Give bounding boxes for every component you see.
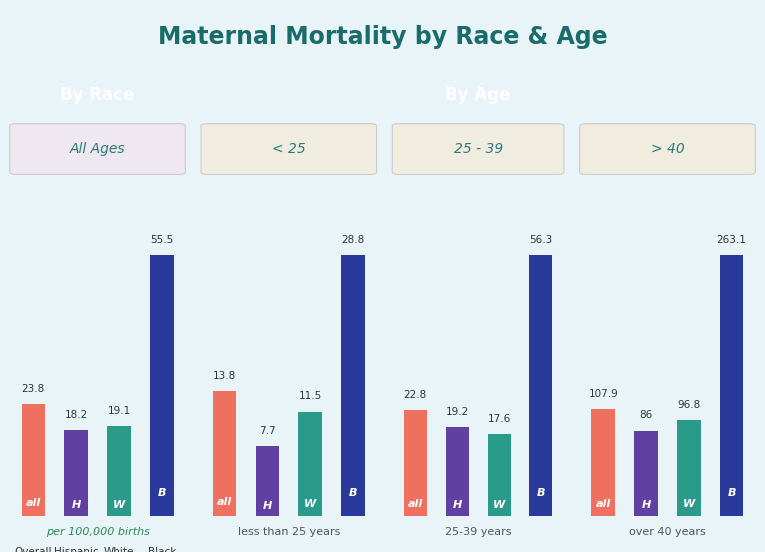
Text: > 40: > 40 [650,142,685,156]
Text: By Age: By Age [445,86,511,104]
Text: 107.9: 107.9 [588,389,618,399]
Text: 18.2: 18.2 [64,410,88,420]
Text: 23.8: 23.8 [21,384,45,394]
Text: 28.8: 28.8 [341,235,365,245]
Text: All Ages: All Ages [70,142,125,156]
Text: White: White [104,548,134,552]
Text: H: H [71,500,81,510]
Bar [21,404,45,516]
Bar [487,434,510,516]
Bar [213,391,236,516]
Text: 19.2: 19.2 [445,407,469,417]
Text: 17.6: 17.6 [487,414,511,424]
Text: 56.3: 56.3 [529,235,552,245]
Text: 263.1: 263.1 [717,235,747,245]
Bar [298,412,322,516]
Text: 7.7: 7.7 [259,426,275,436]
Text: all: all [408,498,423,509]
Text: H: H [641,500,651,510]
Text: W: W [493,501,505,511]
FancyBboxPatch shape [201,124,376,174]
Bar [591,409,615,516]
Bar [677,420,701,516]
Text: Maternal Mortality by Race & Age: Maternal Mortality by Race & Age [158,25,607,49]
Text: B: B [158,488,166,498]
Text: Hispanic: Hispanic [54,548,99,552]
Text: W: W [304,499,316,509]
Text: 22.8: 22.8 [404,390,427,400]
FancyBboxPatch shape [10,124,185,174]
Bar [720,255,744,516]
Text: all: all [217,497,233,507]
Text: B: B [537,488,545,498]
Text: 19.1: 19.1 [107,406,131,416]
Bar [107,426,131,516]
Text: over 40 years: over 40 years [629,527,706,537]
Text: H: H [262,501,272,511]
Text: less than 25 years: less than 25 years [238,527,340,537]
FancyBboxPatch shape [392,124,564,174]
Text: B: B [728,488,736,498]
Text: H: H [453,500,462,510]
Text: all: all [26,498,41,508]
Bar [634,431,658,516]
Text: B: B [349,488,357,498]
Bar [150,255,174,516]
Text: 96.8: 96.8 [677,400,701,410]
Bar [529,255,552,516]
Text: W: W [112,500,125,510]
Text: all: all [596,498,611,508]
Text: 11.5: 11.5 [298,391,322,401]
Bar [256,447,279,516]
Text: Overall: Overall [15,548,52,552]
Text: per 100,000 births: per 100,000 births [46,527,149,537]
Bar [64,431,88,516]
Text: Black: Black [148,548,176,552]
Bar [341,255,365,516]
Text: 86: 86 [640,410,653,420]
Text: W: W [682,500,695,509]
Text: By Race: By Race [60,86,135,104]
Text: 13.8: 13.8 [213,370,236,380]
Bar [446,427,469,516]
FancyBboxPatch shape [580,124,755,174]
Text: 25 - 39: 25 - 39 [454,142,503,156]
Text: 55.5: 55.5 [150,235,174,245]
Text: 25-39 years: 25-39 years [445,527,511,537]
Text: < 25: < 25 [272,142,306,156]
Bar [404,410,427,516]
